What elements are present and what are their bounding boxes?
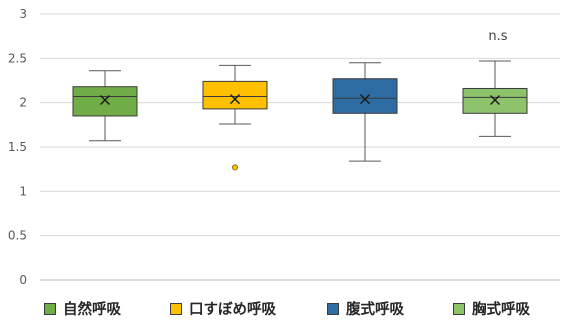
legend-label: 自然呼吸 (63, 302, 121, 318)
gridlines (40, 13, 560, 281)
legend-swatch (44, 302, 56, 315)
y-tick-label: 1 (19, 184, 27, 198)
mean-marker (100, 95, 110, 106)
boxes (72, 60, 528, 171)
iqr-box (202, 80, 268, 110)
significance-annotation: n.s (488, 29, 507, 44)
y-tick-label: 2 (19, 96, 27, 110)
iqr-box (72, 86, 138, 117)
iqr-box (332, 78, 398, 114)
outlier-point (231, 164, 238, 171)
box-3 (332, 62, 398, 162)
legend-label: 胸式呼吸 (472, 302, 530, 318)
y-axis: 0 0.5 1 1.5 2 2.5 3 (8, 7, 27, 287)
mean-marker (360, 94, 370, 105)
legend-item-3: 腹式呼吸 (327, 298, 404, 319)
legend-swatch (327, 302, 339, 315)
box-4 (462, 60, 528, 137)
y-tick-label: 3 (19, 7, 27, 21)
mean-marker (490, 95, 500, 106)
legend: 自然呼吸 口すぼめ呼吸 腹式呼吸 胸式呼吸 (0, 298, 566, 324)
y-tick-label: 1.5 (8, 140, 27, 154)
legend-item-1: 自然呼吸 (44, 298, 121, 319)
box-2 (202, 64, 268, 171)
legend-item-4: 胸式呼吸 (453, 298, 530, 319)
y-tick-label: 0.5 (8, 229, 27, 243)
mean-marker (230, 94, 240, 105)
box-1 (72, 70, 138, 142)
y-tick-label: 0 (19, 273, 27, 287)
y-tick-label: 2.5 (8, 51, 27, 65)
legend-label: 腹式呼吸 (346, 302, 404, 318)
legend-swatch (170, 302, 182, 315)
legend-item-2: 口すぼめ呼吸 (170, 298, 276, 319)
legend-label: 口すぼめ呼吸 (189, 302, 276, 318)
boxplot-chart: 0 0.5 1 1.5 2 2.5 3 n.s (8, 7, 560, 287)
legend-swatch (453, 302, 465, 315)
